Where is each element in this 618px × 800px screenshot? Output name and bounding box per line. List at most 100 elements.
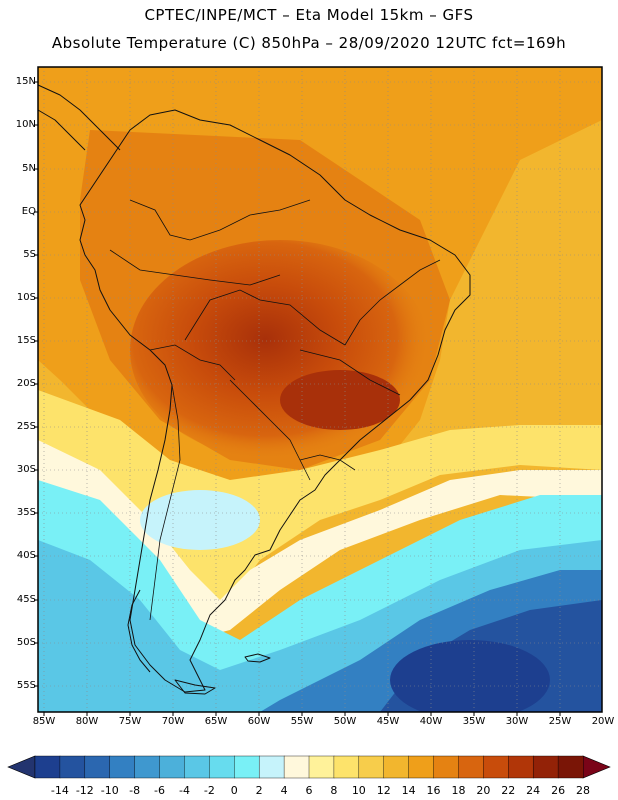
colorbar-label: 6 — [305, 784, 313, 797]
lon-label: 55W — [290, 716, 314, 727]
south-america-coastline — [79, 109, 471, 693]
lon-label: 25W — [548, 716, 572, 727]
title-line-2: Absolute Temperature (C) 850hPa – 28/09/… — [51, 34, 567, 52]
colorbar-swatch — [308, 755, 335, 779]
colorbar-label: -2 — [203, 784, 215, 797]
colorbar-swatch — [483, 755, 509, 779]
border-peru-bolivia — [149, 344, 236, 381]
lon-label: 85W — [32, 716, 56, 727]
colorbar-label: 2 — [255, 784, 263, 797]
lon-label: 35W — [462, 716, 486, 727]
country-borders — [109, 199, 441, 621]
colorbar-underflow-arrow — [7, 755, 36, 779]
colorbar-swatch — [109, 755, 136, 779]
title-line-1: CPTEC/INPE/MCT – Eta Model 15km – GFS — [144, 6, 474, 24]
colorbar-swatch — [283, 755, 310, 779]
colorbar-swatch — [258, 755, 285, 779]
ticks — [34, 81, 561, 716]
colorbar-label: 28 — [576, 784, 590, 797]
lat-label: 35S — [16, 507, 36, 518]
lat-label: 15S — [16, 335, 36, 346]
border-chile-argentina — [149, 384, 181, 621]
lon-label: 60W — [247, 716, 271, 727]
lon-label: 50W — [333, 716, 357, 727]
lat-label: 15N — [15, 76, 36, 87]
border-brazil-bolivia — [184, 289, 346, 346]
border-brazil-states-south — [299, 349, 401, 396]
lat-label: 5S — [23, 249, 36, 260]
colorbar-swatch — [84, 755, 111, 779]
lat-label: 40S — [16, 550, 36, 561]
colorbar-label: 10 — [351, 784, 366, 797]
central-america-coastline — [37, 84, 121, 151]
temp-band-4 — [140, 490, 260, 550]
lon-label: 75W — [118, 716, 142, 727]
colorbar-swatch — [234, 755, 260, 779]
lon-label: 65W — [204, 716, 228, 727]
colorbar-swatch — [209, 755, 235, 779]
lat-label: 10N — [15, 119, 36, 130]
border-colombia-venezuela — [129, 199, 311, 241]
colorbar-swatch — [34, 755, 61, 779]
temperature-field — [38, 67, 602, 712]
lon-label: 70W — [161, 716, 185, 727]
lon-label: 80W — [75, 716, 99, 727]
lat-label: 5N — [22, 163, 36, 174]
colorbar-label: 4 — [280, 784, 288, 797]
lon-label: 40W — [419, 716, 443, 727]
temp-band-12 — [38, 390, 602, 610]
colorbar-swatch — [557, 755, 584, 779]
colorbar-label: 18 — [451, 784, 466, 797]
colorbar-swatch — [159, 755, 185, 779]
colorbar-swatch — [59, 755, 86, 779]
colorbar-label: 20 — [476, 784, 491, 797]
map-frame — [37, 66, 603, 713]
lon-label: 45W — [376, 716, 400, 727]
colorbar — [7, 755, 611, 779]
colorbar-swatch — [358, 755, 385, 779]
colorbar-label: -10 — [100, 784, 119, 797]
border-amazon — [109, 249, 281, 286]
falklands — [244, 653, 271, 663]
colorbar-swatch — [383, 755, 410, 779]
caribbean-coast — [37, 109, 86, 151]
lat-label: 25S — [16, 421, 36, 432]
colorbar-swatch — [532, 755, 559, 779]
colorbar-label: 16 — [426, 784, 441, 797]
border-uruguay — [299, 454, 356, 471]
colorbar-swatch — [433, 755, 459, 779]
colorbar-swatch — [458, 755, 484, 779]
lat-label: 55S — [16, 680, 36, 691]
colorbar-swatch — [508, 755, 534, 779]
lat-label: 10S — [16, 292, 36, 303]
colorbar-label: -12 — [75, 784, 94, 797]
border-paraguay-argentina — [229, 379, 311, 481]
colorbar-label: -8 — [129, 784, 141, 797]
colorbar-label: -6 — [154, 784, 166, 797]
colorbar-swatch — [184, 755, 210, 779]
colorbar-label: 26 — [551, 784, 566, 797]
colorbar-label: -4 — [178, 784, 190, 797]
colorbar-label: 24 — [526, 784, 541, 797]
lat-label: EQ — [21, 206, 36, 217]
temp-band-26 — [280, 370, 400, 430]
lat-label: 45S — [16, 594, 36, 605]
lat-label: 30S — [16, 464, 36, 475]
lon-label: 20W — [591, 716, 615, 727]
colorbar-overflow-arrow — [582, 755, 611, 779]
lon-label: 30W — [505, 716, 529, 727]
temp-band-minus14 — [390, 640, 550, 712]
colorbar-label: 12 — [376, 784, 391, 797]
chile-fjords — [127, 589, 151, 673]
colorbar-label: 14 — [401, 784, 416, 797]
lat-label: 50S — [16, 637, 36, 648]
colorbar-swatch — [408, 755, 435, 779]
colorbar-swatch — [134, 755, 161, 779]
border-brazil-states — [344, 259, 441, 346]
colorbar-swatch — [333, 755, 360, 779]
colorbar-label: -14 — [50, 784, 69, 797]
lat-label: 20S — [16, 378, 36, 389]
colorbar-label: 8 — [330, 784, 338, 797]
coastlines — [37, 84, 471, 695]
